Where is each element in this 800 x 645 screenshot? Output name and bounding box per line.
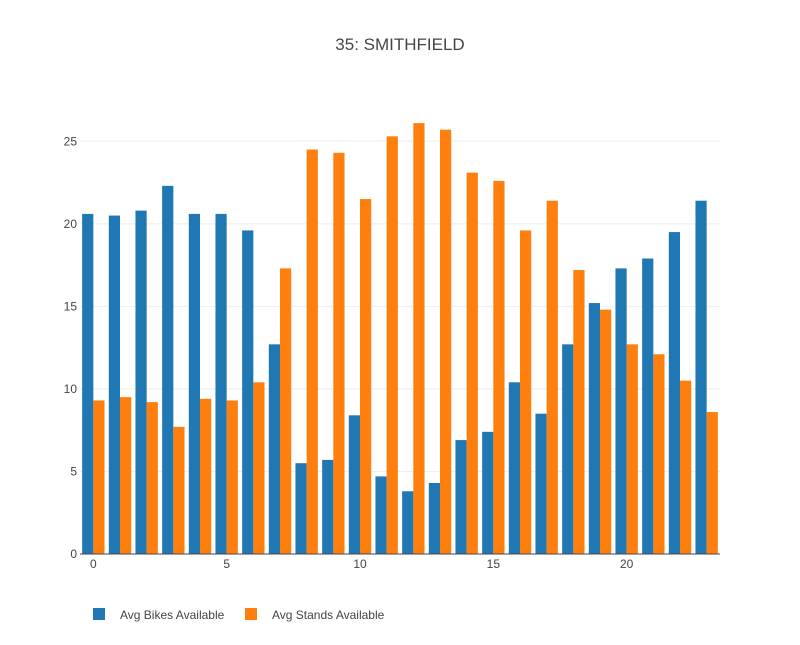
- bar-stands: [680, 380, 692, 554]
- bar-stands: [600, 309, 612, 554]
- bar-bikes: [242, 230, 254, 554]
- bar-bikes: [615, 268, 627, 554]
- x-tick-label: 20: [620, 557, 634, 571]
- bar-bikes: [428, 483, 440, 554]
- chart-title: 35: SMITHFIELD: [335, 35, 464, 54]
- bar-bikes: [402, 491, 414, 554]
- bar-bikes: [455, 440, 467, 554]
- bar-bikes: [268, 344, 280, 554]
- bar-bikes: [135, 210, 147, 555]
- bar-stands: [93, 400, 105, 554]
- bar-bikes: [215, 213, 227, 554]
- bar-bikes: [508, 382, 520, 554]
- bar-stands: [280, 268, 292, 554]
- bar-bikes: [562, 344, 574, 554]
- bar-bikes: [695, 200, 707, 555]
- bar-bikes: [162, 185, 174, 554]
- bar-bikes: [108, 215, 120, 554]
- bar-stands: [520, 230, 532, 554]
- bar-stands: [626, 344, 638, 554]
- legend-swatch[interactable]: [245, 608, 257, 620]
- y-tick-label: 20: [64, 217, 78, 231]
- x-tick-label: 15: [487, 557, 501, 571]
- bar-stands: [386, 136, 398, 554]
- bar-bikes: [322, 459, 334, 554]
- bar-stands: [253, 382, 265, 554]
- bar-bikes: [188, 213, 200, 554]
- bar-bikes: [295, 463, 307, 554]
- x-tick-label: 0: [90, 557, 97, 571]
- y-tick-label: 10: [64, 382, 78, 396]
- bar-stands: [360, 199, 372, 554]
- x-tick-label: 5: [223, 557, 230, 571]
- x-tick-label: 10: [353, 557, 367, 571]
- bar-stands: [146, 402, 158, 554]
- legend-label[interactable]: Avg Stands Available: [272, 608, 385, 622]
- legend-label[interactable]: Avg Bikes Available: [120, 608, 225, 622]
- bar-stands: [120, 397, 132, 554]
- bar-stands: [226, 400, 238, 554]
- bar-bikes: [642, 258, 654, 554]
- bar-bikes: [82, 213, 94, 554]
- bar-stands: [493, 180, 505, 555]
- y-tick-label: 25: [64, 134, 78, 148]
- bars: [82, 123, 718, 555]
- y-tick-label: 15: [64, 299, 78, 313]
- bar-stands: [706, 412, 718, 554]
- y-tick-label: 5: [70, 464, 77, 478]
- axes: 0 5 10 15 20 25 0 5 10 15 20: [64, 134, 720, 571]
- bar-bikes: [348, 415, 360, 554]
- legend-swatch[interactable]: [93, 608, 105, 620]
- bar-stands: [173, 426, 185, 554]
- bar-bikes: [588, 303, 600, 554]
- bar-stands: [333, 152, 345, 554]
- bar-stands: [466, 172, 478, 554]
- bar-stands: [413, 123, 425, 554]
- y-tick-label: 0: [70, 547, 77, 561]
- bar-stands: [546, 200, 558, 555]
- bar-stands: [200, 398, 212, 554]
- legend[interactable]: Avg Bikes Available Avg Stands Available: [93, 608, 385, 622]
- bar-stands: [306, 149, 318, 554]
- bar-stands: [653, 354, 665, 554]
- bar-bikes: [375, 476, 387, 554]
- bar-stands: [573, 270, 585, 554]
- bar-stands: [440, 129, 452, 554]
- gridlines: [80, 140, 720, 472]
- bar-bikes: [482, 431, 494, 554]
- bar-bikes: [535, 413, 547, 554]
- bar-bikes: [668, 232, 680, 554]
